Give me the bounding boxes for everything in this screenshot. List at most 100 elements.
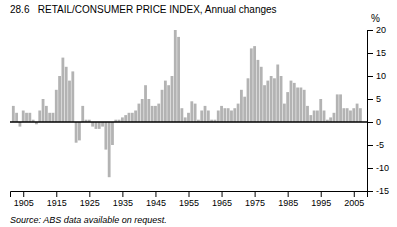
- x-tick-mark: [222, 191, 223, 197]
- bar: [319, 99, 322, 122]
- bar: [180, 108, 183, 122]
- x-tick-mark: [255, 191, 256, 197]
- x-tick: 1965: [212, 191, 232, 208]
- bar: [260, 67, 263, 122]
- x-tick-mark: [354, 191, 355, 197]
- bar: [227, 108, 230, 122]
- chart: 1905191519251935194519551965197519851995…: [0, 0, 397, 227]
- x-tick: 1915: [47, 191, 67, 208]
- bar: [111, 122, 114, 145]
- y-tick: -15: [367, 186, 389, 196]
- bar: [138, 104, 141, 122]
- bar: [266, 81, 269, 122]
- bar: [157, 104, 160, 122]
- bar: [28, 113, 31, 122]
- y-axis: -15-10-505101520: [367, 25, 389, 196]
- y-tick-label: 20: [376, 25, 386, 35]
- bar: [147, 99, 150, 122]
- x-tick-label: 1955: [179, 198, 199, 208]
- bar: [75, 122, 78, 143]
- x-tick-label: 1915: [47, 198, 67, 208]
- x-tick: 2005: [344, 191, 364, 208]
- x-tick-label: 1965: [212, 198, 232, 208]
- y-tick: 20: [367, 25, 386, 35]
- bar: [356, 104, 359, 122]
- bar: [280, 76, 283, 122]
- bar: [352, 108, 355, 122]
- bar: [336, 94, 339, 122]
- y-tick-mark: [367, 168, 373, 169]
- bar: [174, 30, 177, 122]
- bar: [359, 108, 362, 122]
- bar: [303, 90, 306, 122]
- y-tick-label: -15: [376, 186, 389, 196]
- bar: [190, 101, 193, 122]
- bar: [187, 113, 190, 122]
- bar: [65, 67, 68, 122]
- bar: [299, 88, 302, 123]
- source-note: Source: ABS data available on request.: [10, 215, 167, 225]
- bar: [15, 113, 18, 122]
- x-tick-label: 1905: [14, 198, 34, 208]
- bar: [283, 104, 286, 122]
- y-tick: 0: [367, 117, 381, 127]
- bar: [58, 76, 61, 122]
- x-tick-label: 2005: [344, 198, 364, 208]
- bar: [333, 113, 336, 122]
- bar: [177, 37, 180, 122]
- y-tick-label: -10: [376, 163, 389, 173]
- bar: [230, 111, 233, 123]
- bar: [194, 104, 197, 122]
- y-axis-line: [368, 31, 374, 192]
- bar: [95, 122, 98, 129]
- bar: [108, 122, 111, 177]
- bar: [316, 111, 319, 123]
- bar: [134, 111, 137, 123]
- bar: [52, 113, 55, 122]
- x-tick-mark: [89, 191, 90, 197]
- x-tick-label: 1975: [245, 198, 265, 208]
- bar: [161, 90, 164, 122]
- bar: [154, 106, 157, 122]
- bar: [22, 111, 25, 123]
- bar: [349, 111, 352, 123]
- bar: [144, 85, 147, 122]
- bar: [217, 111, 220, 123]
- x-tick-mark: [122, 191, 123, 197]
- bar: [253, 46, 256, 122]
- x-tick-mark: [189, 191, 190, 197]
- y-tick-mark: [367, 30, 373, 31]
- bar: [240, 90, 243, 122]
- x-tick: 1975: [245, 191, 265, 208]
- bars: [12, 30, 362, 177]
- bar: [25, 113, 28, 122]
- y-tick-label: 0: [376, 117, 381, 127]
- y-tick: -5: [367, 140, 384, 150]
- x-axis-line: [11, 192, 368, 198]
- y-tick-label: 5: [376, 94, 381, 104]
- x-tick: 1925: [80, 191, 100, 208]
- y-tick-label: -5: [376, 140, 384, 150]
- bar: [346, 108, 349, 122]
- bar: [141, 99, 144, 122]
- bar: [273, 78, 276, 122]
- y-tick-mark: [367, 53, 373, 54]
- zero-line: [10, 121, 367, 123]
- y-tick-mark: [367, 99, 373, 100]
- x-tick-mark: [23, 191, 24, 197]
- bar: [55, 90, 58, 122]
- y-tick-label: 10: [376, 71, 386, 81]
- y-tick-mark: [367, 76, 373, 77]
- bar: [81, 106, 84, 122]
- bar: [131, 113, 134, 122]
- bar: [42, 99, 45, 122]
- x-tick-mark: [155, 191, 156, 197]
- y-tick: 5: [367, 94, 381, 104]
- bar: [78, 122, 81, 140]
- bar: [12, 106, 15, 122]
- bar: [223, 108, 226, 122]
- x-tick: 1955: [179, 191, 199, 208]
- x-tick: 1995: [311, 191, 331, 208]
- bar: [38, 111, 41, 123]
- x-tick: 1945: [146, 191, 166, 208]
